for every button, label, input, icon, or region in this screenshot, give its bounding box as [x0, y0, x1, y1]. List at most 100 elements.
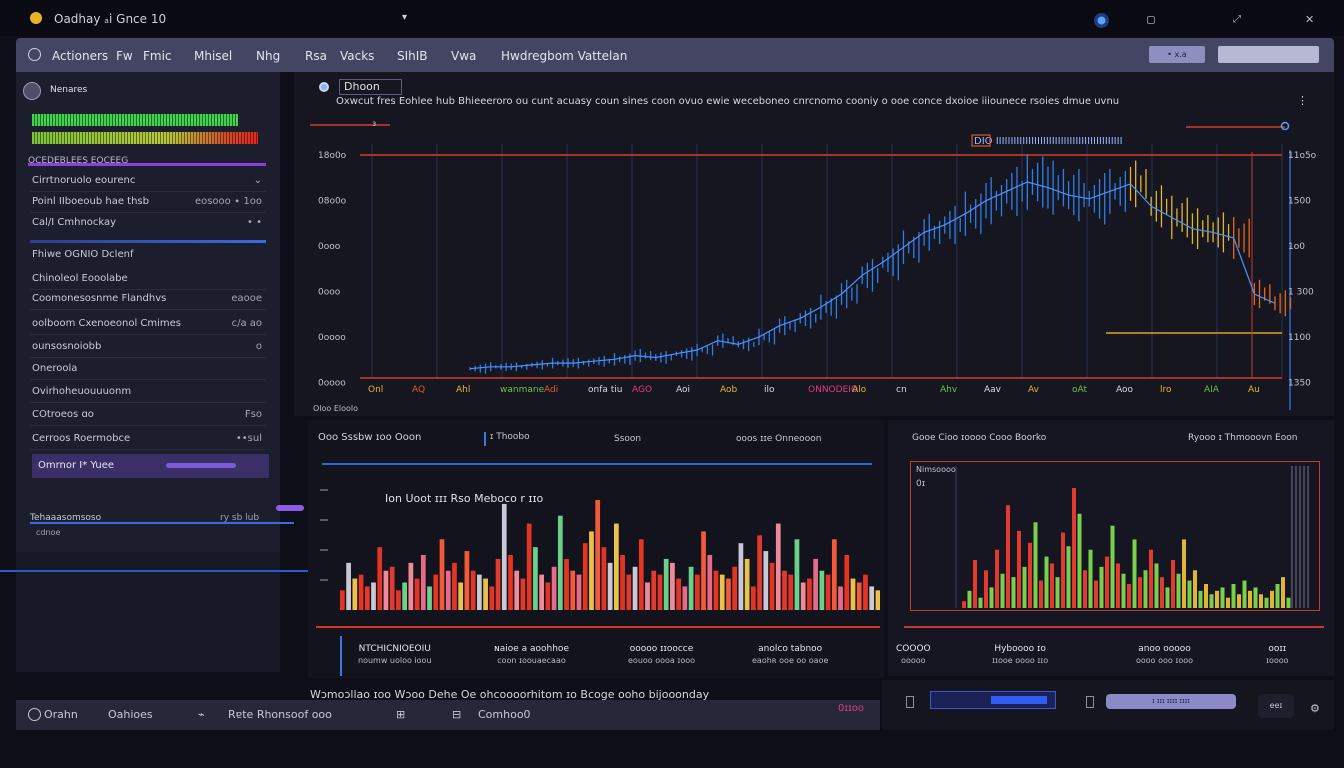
status-item[interactable]: Comhoo0: [478, 708, 531, 721]
menu-item-form[interactable]: Fmic: [143, 49, 172, 63]
histogram-bar: [973, 560, 977, 608]
menu-item-rsa[interactable]: Rsa: [305, 49, 327, 63]
histogram-header: Gooe Cioo ɪoooo Cooo Boorko: [912, 433, 1047, 443]
sidebar-row[interactable]: ounsosnoiobb o: [30, 338, 266, 358]
status-item[interactable]: Rɐte Rhonsoof ooo: [228, 708, 332, 721]
sidebar-row[interactable]: Cal/I Cmhnockay • •: [30, 214, 266, 234]
status-counter: 0ɪɪoo: [838, 703, 865, 714]
menu-item-model[interactable]: Mhisel: [194, 49, 233, 63]
grid-icon[interactable]: ⊞: [396, 708, 406, 721]
histogram-top-label: Nimsoooo: [916, 465, 956, 474]
volume-bar: [788, 574, 794, 610]
status-item[interactable]: Oahioes: [108, 708, 153, 721]
sidebar-row[interactable]: Poinl IIboeoub hae thsb eosooo ∙ 1oo: [30, 193, 266, 213]
menu-item-tracks[interactable]: Vacks: [340, 49, 375, 63]
menu-item-file[interactable]: Fw: [116, 49, 133, 63]
x-tick-label: Ahl: [456, 385, 470, 395]
gear-icon[interactable]: ⚙: [1310, 702, 1320, 715]
action-pill-button[interactable]: ɪ ɪɪɪ ɪɪɪɪ ɪɪɪɪ: [1106, 694, 1236, 709]
histogram-bar: [1182, 539, 1186, 608]
sidebar-slider[interactable]: [30, 240, 266, 243]
menu-app-icon[interactable]: [28, 48, 41, 61]
menu-item-workspace[interactable]: Hwdregbom Vattelan: [501, 49, 628, 63]
y-tick-label-left: 0ooo: [318, 242, 341, 252]
volume-bar: [595, 500, 601, 610]
chart-tab[interactable]: Dhoon: [339, 79, 402, 95]
menu-item-actions[interactable]: Actioners: [52, 49, 109, 63]
histogram-bar: [1127, 584, 1131, 608]
hist-stat-main: COOOO: [896, 644, 931, 654]
close-icon[interactable]: ✕: [1305, 13, 1315, 26]
volume-bar: [831, 539, 837, 610]
x-tick-label: ilo: [764, 385, 775, 395]
bar-panel-tab[interactable]: ɪ Thoobo: [484, 432, 600, 446]
sidebar-row[interactable]: oolboom Cxenoeonol Cmimes c/a ao: [30, 315, 266, 335]
x-tick-label: lro: [1160, 385, 1172, 395]
volume-bar: [856, 582, 862, 610]
histogram-bar: [1017, 530, 1021, 608]
small-button[interactable]: eeɪ: [1258, 694, 1294, 718]
histogram-bar: [1121, 573, 1126, 608]
more-options-icon[interactable]: ⋮: [1297, 94, 1308, 107]
status-item[interactable]: Orahn: [44, 708, 78, 721]
toggle-checkbox[interactable]: [1086, 696, 1094, 708]
maximize-icon[interactable]: ⤢: [1233, 14, 1241, 25]
y-tick-label-right: 11o5o: [1288, 151, 1317, 161]
bar-stat: ooooo ɪɪoocce eouoo oooa ɪooo: [628, 644, 695, 665]
menu-item-view[interactable]: Vwa: [451, 49, 477, 63]
menu-item-nav[interactable]: Nhg: [256, 49, 281, 63]
volume-bar: [589, 531, 594, 610]
histogram-bar: [1286, 597, 1291, 608]
sidebar-row-label: Cerroos Roermobce: [32, 433, 131, 444]
menu-search-field[interactable]: [1218, 46, 1319, 63]
bar-stat-main: anolco tabnoo: [758, 644, 823, 654]
volume-bar: [458, 582, 464, 610]
chevron-down-icon[interactable]: ▾: [402, 12, 408, 23]
volume-bar-chart: [320, 489, 880, 610]
volume-bar: [533, 547, 538, 610]
volume-bar: [352, 578, 358, 610]
volume-bar: [794, 539, 800, 610]
sidebar-row-label: ounsosnoiobb: [32, 341, 102, 352]
histogram-bar: [1055, 577, 1060, 608]
sidebar-row[interactable]: Ovirhoheuouuuonm: [30, 383, 266, 403]
toggle-checkbox[interactable]: [906, 696, 914, 708]
globe-icon[interactable]: [1094, 13, 1109, 28]
sidebar-resize-handle[interactable]: [276, 505, 304, 511]
minimize-icon[interactable]: [1147, 16, 1155, 24]
volume-bar: [570, 570, 576, 610]
chevron-down-icon[interactable]: ⌄: [253, 175, 262, 186]
grid-alt-icon[interactable]: ⊟: [452, 708, 462, 721]
sidebar-row[interactable]: Coomonesosnme Flandhvs eaooe: [30, 290, 266, 310]
sidebar-row[interactable]: COtroeos ɑo Fso: [30, 406, 266, 426]
sidebar-logo-icon: [23, 82, 41, 100]
x-tick-label: AIA: [1204, 385, 1220, 395]
volume-bar: [713, 570, 719, 610]
histogram-bar: [1143, 570, 1148, 608]
sidebar-row[interactable]: Cirrtnoruolo eourenc ⌄: [30, 172, 266, 192]
x-tick-label: wanmane: [500, 385, 545, 395]
menu-action-button[interactable]: • x.a: [1149, 46, 1205, 63]
chart-radio-button[interactable]: [319, 82, 329, 92]
volume-bar: [427, 586, 432, 610]
sidebar-selected-item[interactable]: Omrnor I* Yuee: [32, 454, 269, 478]
volume-bar: [508, 555, 513, 610]
sidebar-row[interactable]: Chinoleol Eooolabe: [30, 270, 266, 290]
volume-bar: [726, 578, 731, 610]
volume-bar: [408, 562, 414, 610]
range-slider[interactable]: [930, 691, 1056, 709]
link-icon[interactable]: ⌁: [198, 708, 205, 721]
menu-item-shib[interactable]: SIhIB: [397, 49, 428, 63]
volume-bar: [477, 574, 482, 610]
histogram-bar: [1094, 580, 1098, 608]
volume-bar: [402, 582, 407, 610]
sidebar-row[interactable]: Oneroola: [30, 360, 266, 380]
bar-panel-header-right2: ooos ɪɪe Onneooon: [736, 434, 822, 444]
volume-bar: [464, 551, 470, 610]
hist-stat: Hyboooo ɪo ɪɪooe oooo ɪɪo: [992, 644, 1048, 665]
volume-bar: [377, 547, 383, 610]
sidebar-row[interactable]: Fhiwe OGNIO Dclenf: [30, 246, 266, 266]
sidebar-row[interactable]: Cerroos Roermobce ••sul: [30, 430, 266, 450]
sidebar-section-header: OCEDEBLEES EOCEEG: [28, 156, 266, 166]
histogram-bar: [1253, 587, 1258, 608]
